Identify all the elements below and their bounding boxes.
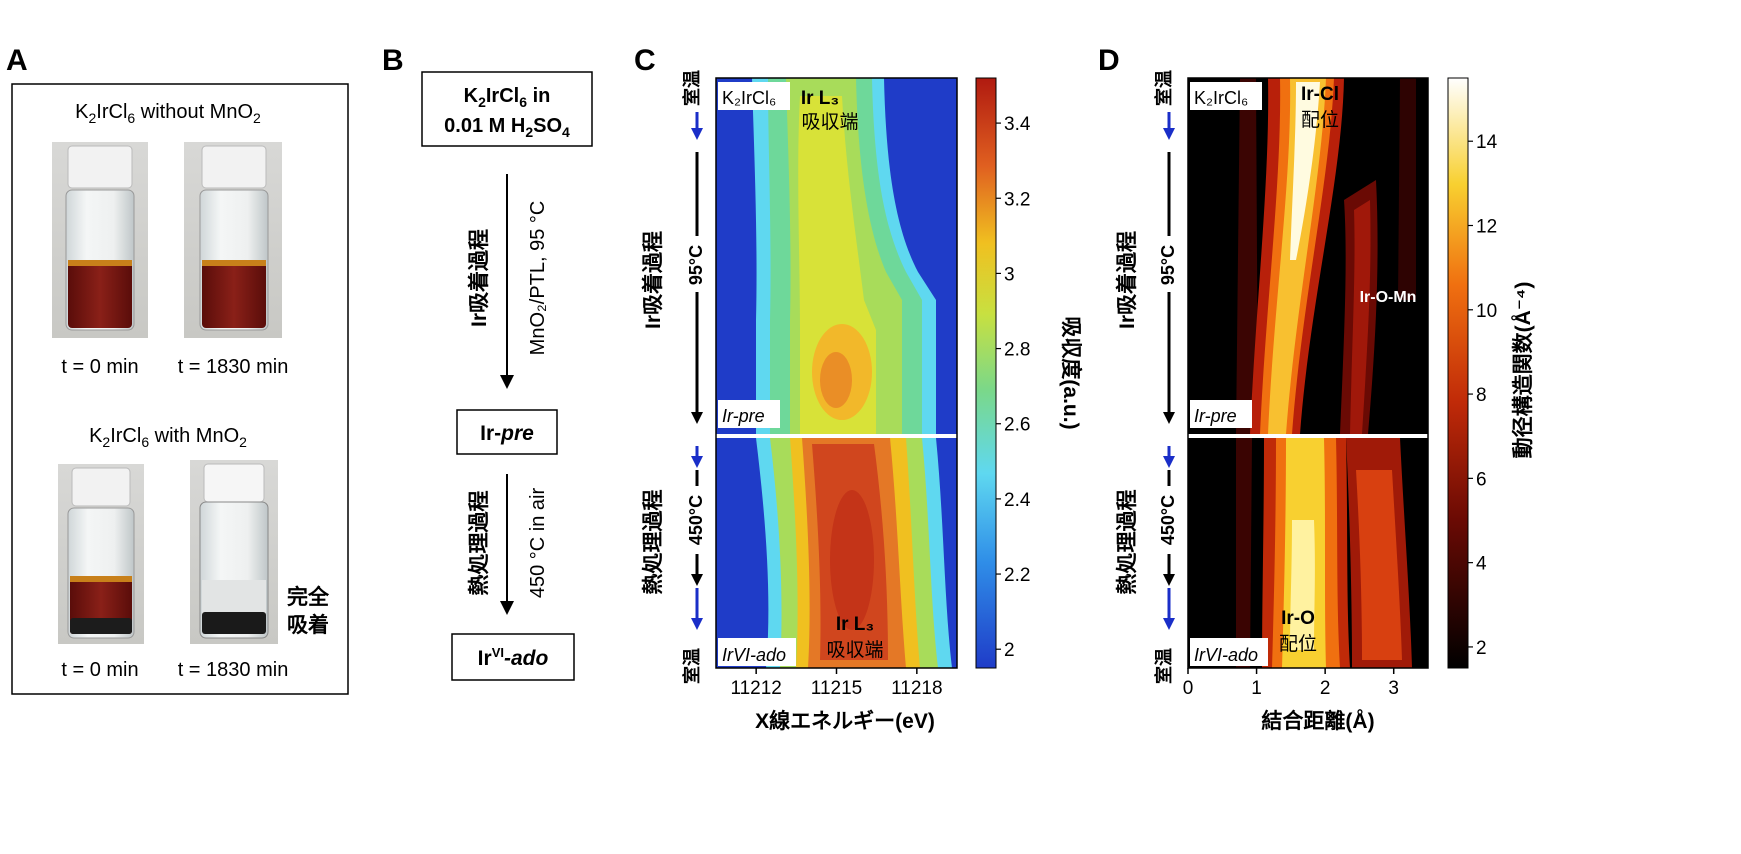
c-cbtick-label: 2.8 [1004, 340, 1030, 361]
c-process1-label: Ir吸着過程 [641, 231, 665, 329]
c-450c: 450°C [686, 495, 706, 545]
panel-c-letter: C [634, 44, 656, 77]
d-xtick-label: 3 [1388, 678, 1399, 699]
d-corner-bottom: IrVI-ado [1194, 645, 1258, 665]
end-box-text: IrVI-ado [478, 645, 549, 670]
d-bottom-temp: 室温 [1153, 648, 1174, 684]
d-process1-label: Ir吸着過程 [1115, 231, 1139, 329]
panel-d-heatmap [1187, 77, 1429, 669]
d-95c: 95°C [1158, 245, 1178, 285]
start-box-line1: K2IrCl6 in [464, 85, 551, 110]
c-colorbar [975, 77, 997, 669]
d-xtick-label: 0 [1183, 678, 1194, 699]
d-cbtick-label: 8 [1476, 385, 1487, 406]
c-top-temp: 室温 [681, 70, 702, 106]
d-xlabel: 結合距離(Å) [1261, 709, 1374, 733]
d-cbtick-label: 12 [1476, 217, 1497, 238]
panel-c-heatmap [715, 77, 958, 669]
d-annot-top-2: 配位 [1301, 109, 1339, 131]
c-cbtick-label: 2.6 [1004, 415, 1030, 436]
c-corner-top-bg [718, 82, 790, 110]
step2-label: 熱処理過程 [467, 491, 491, 596]
d-colorbar [1447, 77, 1469, 669]
c-cbtick-label: 3.4 [1004, 114, 1031, 135]
vial-top-left [52, 142, 148, 338]
d-corner-bottom-bg [1190, 638, 1268, 666]
c-xtick-label: 11215 [811, 678, 862, 699]
vial-bottom-right [190, 460, 278, 644]
c-annot-bottom-2: 吸収端 [826, 639, 883, 661]
panel-a-letter: A [6, 44, 28, 77]
c-xtick-label: 11212 [730, 678, 781, 699]
d-x-axis: 0 1 2 3 [1183, 668, 1399, 699]
end-box [451, 633, 575, 681]
c-corner-bottom-bg [718, 638, 796, 666]
c-xtick-label: 11218 [891, 678, 942, 699]
c-corner-mid-bg [718, 400, 780, 428]
c-annot-top-2: 吸収端 [801, 111, 858, 133]
vial-label-4: t = 1830 min [178, 659, 289, 681]
d-cbtick-label: 2 [1476, 638, 1487, 659]
d-corner-top-bg [1190, 82, 1262, 110]
panel-a-frame [11, 83, 349, 695]
c-corner-top: K₂IrCl₆ [722, 88, 776, 108]
d-annot-bottom-1: Ir-O [1281, 608, 1315, 629]
d-450c: 450°C [1158, 495, 1178, 545]
d-corner-mid: Ir-pre [1194, 406, 1237, 426]
panel-d-letter: D [1098, 44, 1120, 77]
vial-label-3: t = 0 min [61, 659, 138, 681]
c-annot-bottom-1: Ir L₃ [836, 614, 874, 635]
d-annot-mid: Ir-O-Mn [1360, 289, 1417, 306]
d-cbtick-label: 14 [1476, 132, 1498, 153]
d-cbtick-label: 6 [1476, 469, 1487, 490]
c-cbtick-label: 3.2 [1004, 189, 1030, 210]
mid-box-text: Ir-pre [480, 422, 534, 445]
c-cbtick-label: 2.2 [1004, 565, 1030, 586]
d-xtick-label: 1 [1251, 678, 1262, 699]
d-annot-top-1: Ir-Cl [1301, 84, 1339, 105]
c-corner-mid: Ir-pre [722, 406, 765, 426]
d-corner-top: K₂IrCl₆ [1194, 88, 1248, 108]
c-cbtick-label: 2 [1004, 640, 1015, 661]
vial-bottom-left [58, 464, 144, 644]
c-corner-bottom: IrVI-ado [722, 645, 786, 665]
step1-condition: MnO₂/PTL, 95 °C [527, 201, 549, 356]
d-cbtick-label: 4 [1476, 554, 1487, 575]
panel-a-top-title: K2IrCl6 without MnO2 [75, 101, 261, 126]
d-colorbar-ticks: 2 4 6 8 10 12 14 [1468, 132, 1498, 659]
c-annot-top-1: Ir L₃ [801, 88, 839, 109]
step1-label: Ir吸着過程 [467, 229, 491, 327]
d-xtick-label: 2 [1320, 678, 1331, 699]
panel-c-side-axis: 室温 95°C 450°C 室温 [681, 70, 706, 684]
d-process2-label: 熱処理過程 [1115, 490, 1139, 595]
c-95c: 95°C [686, 245, 706, 285]
c-cbtick-label: 2.4 [1004, 490, 1031, 511]
c-bottom-temp: 室温 [681, 648, 702, 684]
c-cbtick-label: 3 [1004, 264, 1015, 285]
step2-condition: 450 °C in air [527, 488, 549, 599]
mid-box [456, 409, 558, 455]
c-xlabel: X線エネルギー(eV) [755, 709, 935, 733]
panel-b-letter: B [382, 44, 404, 77]
d-corner-mid-bg [1190, 400, 1252, 428]
d-colorbar-label: 動径構造関数(Å⁻⁴) [1511, 282, 1535, 459]
vial-top-right [184, 142, 282, 338]
panel-a-bottom-title: K2IrCl6 with MnO2 [89, 425, 247, 450]
adsorbed-note-line1: 完全 [287, 585, 330, 609]
c-x-axis: 11212 11215 11218 [730, 668, 943, 699]
d-top-temp: 室温 [1153, 70, 1174, 106]
vial-label-1: t = 0 min [61, 356, 138, 378]
c-colorbar-label: 吸収度(a.u.) [1059, 316, 1083, 429]
c-process2-label: 熱処理過程 [641, 490, 665, 595]
panel-d-side-axis: 室温 95°C 450°C 室温 [1153, 70, 1178, 684]
c-colorbar-ticks: 2 2.2 2.4 2.6 2.8 3 3.2 3.4 [996, 114, 1031, 661]
d-cbtick-label: 10 [1476, 301, 1497, 322]
adsorbed-note-line2: 吸着 [287, 613, 329, 637]
d-annot-bottom-2: 配位 [1279, 633, 1317, 655]
start-box-line2: 0.01 M H2SO4 [444, 115, 570, 140]
vial-label-2: t = 1830 min [178, 356, 289, 378]
start-box [421, 71, 593, 147]
